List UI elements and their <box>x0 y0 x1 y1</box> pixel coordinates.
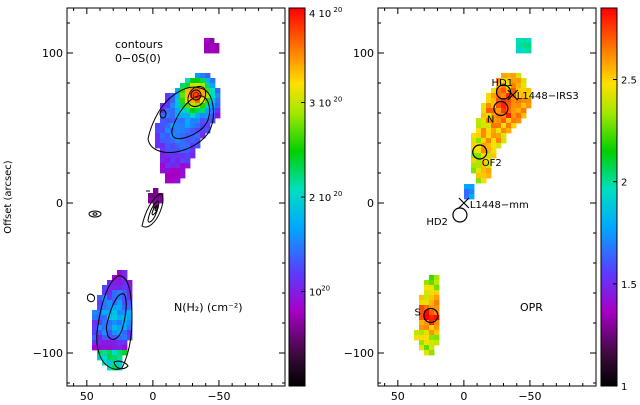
left-contours-line: 0−0S(0) <box>115 52 161 65</box>
right-colorbar-gradient <box>600 7 618 387</box>
marker-circle <box>452 207 468 223</box>
y-tick-label: −100 <box>344 347 374 360</box>
colorbar-tick-exponent: 20 <box>333 190 342 198</box>
marker-label: HD1 <box>492 78 514 89</box>
contour-peak-2 <box>192 91 200 99</box>
marker-circle <box>493 100 509 117</box>
marker-cross <box>458 197 470 209</box>
y-tick-label: 100 <box>42 47 63 60</box>
contour-mm-3 <box>151 205 159 216</box>
contour-west-inner <box>92 212 98 216</box>
contour-mm-1 <box>141 193 164 228</box>
right-colorbar-ticks: 1 1.5 2 2.5 <box>613 76 637 393</box>
contour-west-outer <box>88 210 102 218</box>
contour-small <box>159 109 167 119</box>
colorbar-tick-label: 10 <box>309 288 322 299</box>
marker-label: S <box>414 308 420 319</box>
contour-south-outer <box>96 275 133 370</box>
x-tick-label: 50 <box>391 390 405 403</box>
right-quantity-label: OPR <box>520 301 543 314</box>
contour-south-blob <box>87 293 95 303</box>
contour-peak-1 <box>190 89 202 101</box>
colorbar-tick-exponent: 20 <box>321 285 330 293</box>
marker-cross <box>507 89 519 101</box>
marker-label: L1448−mm <box>470 200 529 211</box>
marker-circle <box>472 144 488 160</box>
marker-circle <box>423 307 439 324</box>
y-tick-label: 0 <box>56 197 63 210</box>
marker-label: HD2 <box>426 217 448 228</box>
left-quantity-label: N(H₂) (cm⁻²) <box>174 301 243 314</box>
marker-label: OF2 <box>482 158 502 169</box>
left-colorbar: 10 202 10 203 10 204 10 20 <box>288 6 342 387</box>
left-y-ticks: 100 0 −100 <box>33 22 285 384</box>
left-panel: contours 0−0S(0) N(H₂) (cm⁻²) 50 0 −50 100… <box>33 7 286 403</box>
colorbar-tick-label: 4 10 <box>309 9 331 20</box>
colorbar-tick-label: 1 <box>621 382 627 393</box>
colorbar-tick-exponent: 20 <box>333 6 342 14</box>
right-y-ticks: 100 0 −100 <box>344 22 596 384</box>
contour-outer <box>147 86 214 153</box>
colorbar-tick-exponent: 20 <box>333 96 342 104</box>
x-tick-label: 0 <box>149 390 156 403</box>
left-contours <box>87 85 214 370</box>
colorbar-tick-label: 2.5 <box>621 76 637 87</box>
contour-inner <box>187 85 207 107</box>
x-tick-label: −50 <box>207 390 230 403</box>
y-tick-label: −100 <box>33 347 63 360</box>
y-axis-label: Offset (arcsec) <box>3 160 14 234</box>
x-tick-label: −50 <box>518 390 541 403</box>
contour-mm-4 <box>154 206 158 211</box>
right-opr-map <box>414 38 532 356</box>
left-contours-title: contours <box>115 38 163 51</box>
y-tick-label: 100 <box>353 47 374 60</box>
right-plot-frame <box>377 7 597 387</box>
marker-label: L1448−IRS3 <box>517 91 579 102</box>
right-x-ticks: 50 0 −50 <box>384 8 597 403</box>
colorbar-tick-label: 1.5 <box>621 280 637 291</box>
y-tick-label: 0 <box>367 197 374 210</box>
colorbar-tick-label: 2 <box>621 178 627 189</box>
x-tick-label: 0 <box>460 390 467 403</box>
marker-label: N <box>487 115 494 126</box>
left-x-ticks: 50 0 −50 <box>73 8 286 403</box>
x-tick-label: 50 <box>80 390 94 403</box>
contour-south-inner <box>106 293 127 340</box>
left-colorbar-ticks: 10 202 10 203 10 204 10 20 <box>301 6 342 299</box>
colorbar-tick-label: 3 10 <box>309 99 331 110</box>
colorbar-tick-label: 2 10 <box>309 193 331 204</box>
contour-south-tail <box>113 360 129 370</box>
right-colorbar: 1 1.5 2 2.5 <box>600 7 637 393</box>
